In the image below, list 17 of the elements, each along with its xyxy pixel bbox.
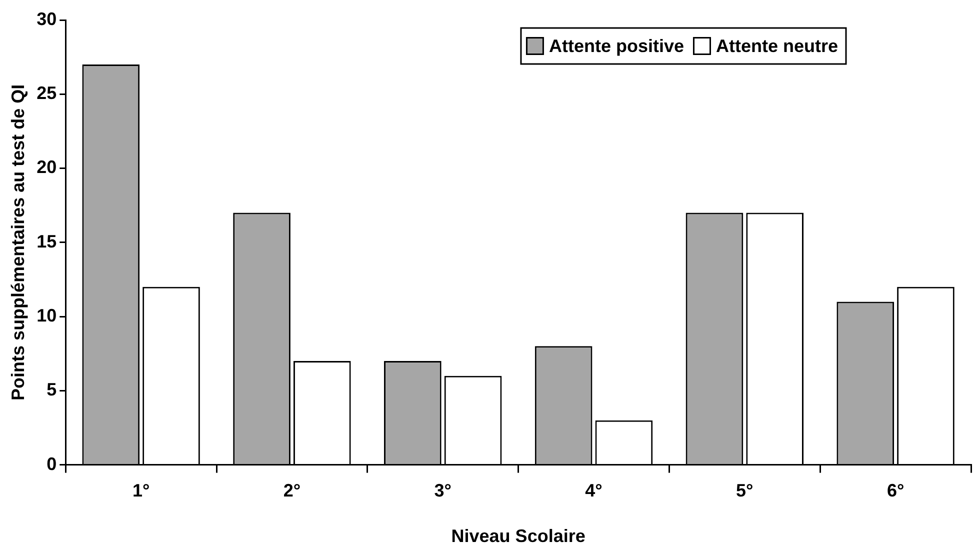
legend-label: Attente neutre (716, 36, 838, 56)
y-tick-label: 5 (46, 380, 57, 400)
y-tick-label: 30 (36, 8, 57, 29)
x-tick-label: 4° (585, 480, 602, 501)
x-tick-label: 5° (736, 480, 754, 501)
y-tick-label: 15 (36, 231, 57, 252)
legend-label: Attente positive (548, 36, 684, 56)
x-tick-label: 3° (434, 480, 452, 501)
x-axis-title: Niveau Scolaire (451, 526, 586, 546)
x-tick-label: 2° (283, 480, 301, 501)
x-tick-label: 1° (132, 480, 150, 501)
y-tick-label: 0 (46, 454, 57, 474)
x-tick-label: 6° (886, 480, 904, 501)
y-tick-label: 25 (36, 83, 57, 104)
y-tick-label: 20 (36, 157, 57, 178)
y-axis-title: Points supplémentaires au test de QI (8, 84, 28, 400)
y-tick-label: 10 (36, 306, 57, 326)
